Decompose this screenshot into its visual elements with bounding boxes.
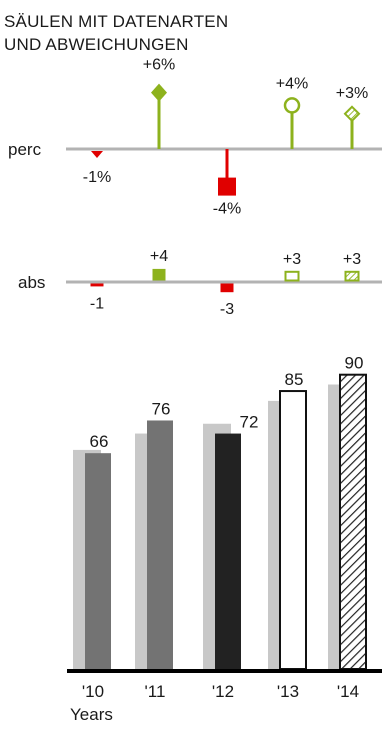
perc-pin-marker	[283, 97, 301, 114]
perc-row-label: perc	[8, 140, 42, 159]
actual-value-bar	[85, 453, 111, 669]
actual-value-bar	[339, 373, 367, 670]
actual-value-bar	[215, 433, 241, 669]
perc-value-label: +3%	[336, 85, 368, 102]
abs-deviation-bar	[220, 283, 234, 293]
perc-pin-marker	[218, 177, 236, 196]
actual-value-bar	[279, 390, 307, 670]
abs-deviation-bar	[344, 270, 360, 282]
perc-pin-marker	[91, 151, 103, 158]
bar-value-label: 90	[345, 354, 364, 373]
actual-value-bar	[147, 420, 173, 669]
perc-pin-marker	[343, 105, 361, 123]
absolute-deviation-chart: abs -1 +4 -3 +3 +3	[18, 248, 382, 318]
chart-title: SÄULEN MIT DATENARTEN UND ABWEICHUNGEN	[4, 10, 228, 56]
bar-value-label: 85	[285, 370, 304, 389]
chart-title-line-2: UND ABWEICHUNGEN	[4, 35, 189, 54]
bar-value-label: 72	[240, 413, 259, 432]
abs-value-label: -1	[90, 295, 104, 312]
perc-pin-marker	[151, 83, 167, 102]
perc-value-label: +4%	[276, 75, 308, 92]
x-tick-label: '10	[82, 682, 104, 701]
chart-title-line-1: SÄULEN MIT DATENARTEN	[4, 12, 229, 31]
bar-value-label: 76	[152, 399, 171, 418]
x-axis-title: Years	[70, 705, 113, 724]
abs-deviation-bar	[284, 270, 300, 282]
abs-deviation-bar	[152, 268, 166, 281]
perc-value-label: -1%	[83, 169, 111, 186]
abs-value-label: +4	[150, 248, 168, 265]
x-tick-label: '14	[337, 682, 359, 701]
abs-row-label: abs	[18, 273, 45, 292]
abs-value-label: +3	[343, 251, 361, 268]
abs-value-label: +3	[283, 251, 301, 268]
x-tick-label: '11	[145, 682, 166, 701]
x-tick-label: '13	[277, 682, 299, 701]
yearly-column-chart: 66 '10 76 '11 72 '12 85 '13 90 '14 Years	[67, 354, 382, 724]
x-tick-label: '12	[212, 682, 234, 701]
perc-value-label: -4%	[213, 201, 241, 218]
percent-deviation-chart: perc -1% +6% -4% +4% +3%	[8, 57, 382, 218]
perc-value-label: +6%	[143, 57, 175, 74]
abs-value-label: -3	[220, 301, 234, 318]
abs-deviation-bar	[90, 283, 104, 287]
bar-value-label: 66	[90, 432, 109, 451]
